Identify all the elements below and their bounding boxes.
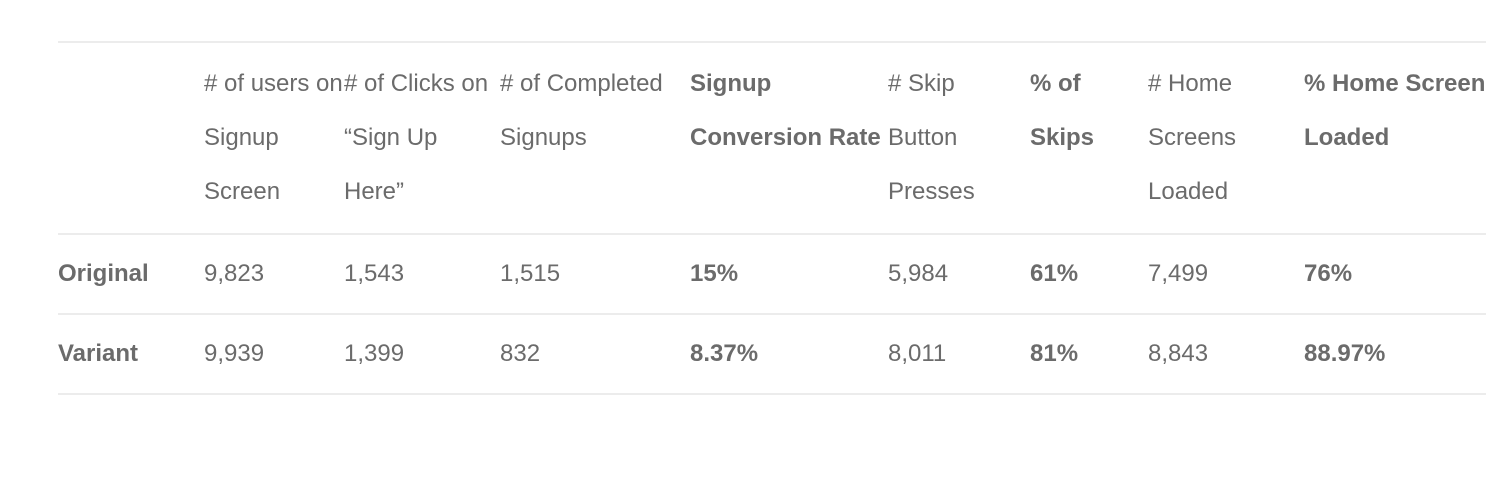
ab-test-results-table: # of users on Signup Screen # of Clicks … [58,41,1486,395]
cell: 88.97% [1304,340,1386,367]
cell: 1,515 [500,260,561,287]
cell: 81% [1030,340,1079,367]
header-clicks-sign-up: # of Clicks on “Sign Up Here” [344,70,489,205]
header-conversion-rate: Signup Conversion Rate [690,70,881,151]
header-empty [58,42,204,234]
cell: 76% [1304,260,1353,287]
cell: 9,823 [204,260,265,287]
cell: 15% [690,260,739,287]
cell: 1,399 [344,340,405,367]
cell: 5,984 [888,260,949,287]
cell: 7,499 [1148,260,1209,287]
cell: 1,543 [344,260,405,287]
header-percent-skips: % of Skips [1030,70,1095,151]
cell: 8,011 [888,340,947,367]
header-percent-home: % Home Screen Loaded [1304,70,1486,151]
header-users-on-signup: # of users on Signup Screen [204,70,343,205]
cell: 8.37% [690,340,759,367]
cell: 9,939 [204,340,265,367]
header-home-screens: # Home Screens Loaded [1148,70,1237,205]
header-skip-presses: # Skip Button Presses [888,70,975,205]
cell: 832 [500,340,541,367]
header-row: # of users on Signup Screen # of Clicks … [58,42,1486,234]
row-label: Variant [58,340,139,367]
cell: 8,843 [1148,340,1209,367]
table-row-variant: Variant 9,939 1,399 832 8.37% 8,011 81% … [58,314,1486,394]
row-label: Original [58,260,149,287]
header-completed-signups: # of Completed Signups [500,70,663,151]
cell: 61% [1030,260,1079,287]
table-row-original: Original 9,823 1,543 1,515 15% 5,984 61%… [58,234,1486,314]
